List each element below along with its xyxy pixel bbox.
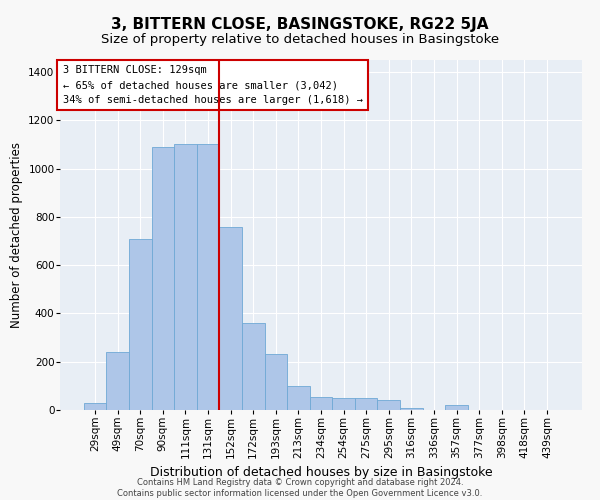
- X-axis label: Distribution of detached houses by size in Basingstoke: Distribution of detached houses by size …: [149, 466, 493, 479]
- Text: 3 BITTERN CLOSE: 129sqm
← 65% of detached houses are smaller (3,042)
34% of semi: 3 BITTERN CLOSE: 129sqm ← 65% of detache…: [62, 65, 362, 105]
- Bar: [400, 408, 422, 410]
- Bar: [174, 144, 197, 410]
- Text: Size of property relative to detached houses in Basingstoke: Size of property relative to detached ho…: [101, 32, 499, 46]
- Bar: [287, 386, 310, 410]
- Bar: [265, 354, 287, 410]
- Bar: [220, 226, 242, 410]
- Bar: [332, 398, 355, 410]
- Bar: [129, 238, 152, 410]
- Text: 3, BITTERN CLOSE, BASINGSTOKE, RG22 5JA: 3, BITTERN CLOSE, BASINGSTOKE, RG22 5JA: [111, 18, 489, 32]
- Bar: [310, 396, 332, 410]
- Text: Contains HM Land Registry data © Crown copyright and database right 2024.
Contai: Contains HM Land Registry data © Crown c…: [118, 478, 482, 498]
- Bar: [152, 147, 174, 410]
- Bar: [84, 403, 106, 410]
- Y-axis label: Number of detached properties: Number of detached properties: [10, 142, 23, 328]
- Bar: [377, 400, 400, 410]
- Bar: [242, 323, 265, 410]
- Bar: [197, 144, 220, 410]
- Bar: [106, 352, 129, 410]
- Bar: [445, 405, 468, 410]
- Bar: [355, 398, 377, 410]
